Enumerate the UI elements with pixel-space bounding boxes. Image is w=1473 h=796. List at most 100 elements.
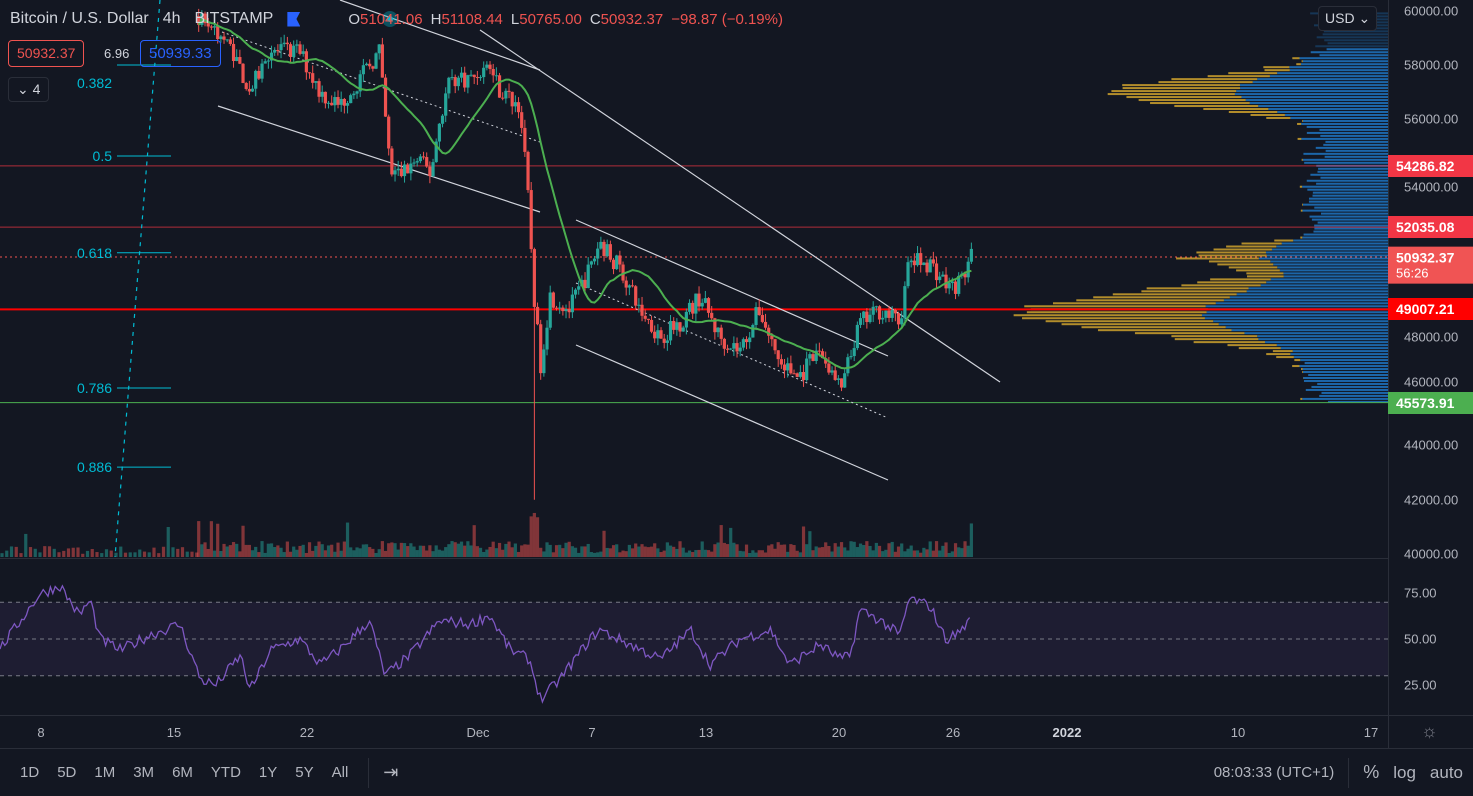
flag-icon[interactable] — [287, 11, 301, 27]
volume-bar — [732, 542, 736, 557]
volume-profile-bar — [1301, 60, 1303, 63]
range-button-3m[interactable]: 3M — [133, 764, 155, 781]
log-scale-toggle[interactable]: log — [1393, 762, 1416, 782]
candle-body — [235, 57, 239, 62]
volume-bar — [142, 551, 147, 557]
range-button-1d[interactable]: 1D — [20, 764, 40, 781]
channel-mid[interactable] — [575, 282, 889, 419]
candle-body — [599, 241, 603, 249]
candle-body — [678, 322, 682, 332]
trendline[interactable] — [339, 0, 541, 71]
clock[interactable]: 08:03:33 (UTC+1) — [1213, 764, 1335, 781]
volume-bar — [706, 550, 711, 557]
volume-profile-bar — [1229, 296, 1388, 299]
volume-profile-bar — [1294, 359, 1301, 362]
candle-body — [887, 310, 891, 318]
volume-bar — [748, 552, 752, 557]
symbol-name[interactable]: Bitcoin / U.S. Dollar — [10, 10, 149, 27]
buy-button[interactable]: 50939.33 — [140, 40, 221, 67]
volume-bar — [90, 549, 94, 557]
volume-profile-bar — [1308, 374, 1388, 377]
fib-level-label: 0.382 — [76, 75, 112, 91]
price-level-badge[interactable]: 45573.91 — [1388, 391, 1473, 414]
volume-bar — [687, 550, 692, 557]
range-button-6m[interactable]: 6M — [172, 764, 193, 781]
price-level-badge[interactable]: 54286.82 — [1388, 154, 1473, 177]
candle-body — [333, 97, 337, 106]
volume-profile-bar — [1319, 128, 1388, 131]
volume-profile-bar — [1303, 376, 1388, 379]
drawing-anchor[interactable] — [387, 16, 393, 22]
channel-lower[interactable] — [575, 344, 889, 481]
volume-bar — [909, 545, 913, 557]
price-tick-label: 44000.00 — [1404, 437, 1459, 453]
volume-profile-bar — [1311, 218, 1388, 221]
volume-profile-bar — [1296, 63, 1301, 66]
volume-bar — [950, 551, 954, 557]
pane-separator[interactable] — [0, 558, 1473, 559]
volume-profile-bar — [1196, 251, 1266, 254]
volume-profile-bar — [1300, 359, 1388, 362]
volume-profile-bar — [1299, 185, 1303, 188]
price-chart — [0, 0, 1388, 558]
percent-scale-toggle[interactable]: % — [1363, 762, 1380, 782]
range-button-ytd[interactable]: YTD — [210, 764, 241, 781]
candle-body — [820, 351, 825, 359]
volume-profile-bar — [1274, 239, 1294, 242]
volume-profile-bar — [1263, 66, 1290, 69]
trendline[interactable] — [479, 29, 1001, 383]
currency-selector[interactable]: USD ⌄ — [1318, 6, 1378, 31]
indicator-count: 4 — [32, 81, 41, 97]
price-tick-label: 58000.00 — [1404, 57, 1459, 73]
go-to-date-icon[interactable]: ⇥ — [383, 762, 399, 782]
candle-body — [339, 98, 343, 105]
volume-bar — [589, 552, 593, 557]
volume-profile-bar — [1320, 212, 1388, 215]
range-button-1y[interactable]: 1Y — [258, 764, 278, 781]
volume-bar — [634, 543, 638, 557]
fib-trendline[interactable] — [114, 0, 161, 558]
volume-profile-bar — [1316, 36, 1388, 39]
volume-bar — [621, 550, 625, 557]
sell-button[interactable]: 50932.37 — [8, 40, 85, 67]
volume-bar — [307, 542, 312, 557]
candle-body — [314, 81, 318, 83]
candle-body — [368, 63, 372, 67]
range-button-1m[interactable]: 1M — [94, 764, 116, 781]
interval[interactable]: 4h — [162, 10, 181, 27]
price-level-badge[interactable]: 49007.21 — [1388, 298, 1473, 321]
chart-settings-gear-icon[interactable]: ☼ — [1421, 721, 1438, 741]
volume-bar — [865, 541, 869, 557]
volume-bar — [222, 543, 226, 557]
volume-profile-bar — [1240, 87, 1388, 90]
range-button-all[interactable]: All — [331, 764, 349, 781]
candle-body — [741, 339, 745, 348]
rsi-pane[interactable] — [0, 560, 1388, 715]
channel-upper[interactable] — [575, 219, 889, 357]
volume-bar — [431, 551, 435, 557]
volume-bar — [326, 545, 331, 557]
fib-level-label: 0.618 — [76, 244, 112, 261]
indicators-collapse-button[interactable]: ⌄ 4 — [8, 77, 50, 102]
volume-profile-bar — [1303, 152, 1388, 155]
price-axis[interactable]: 60000.00 58000.00 56000.00 54000.00 48000.00… — [1388, 0, 1473, 715]
volume-profile-bar — [1292, 365, 1300, 368]
volume-bar — [754, 552, 758, 557]
volume-profile-bar — [1299, 365, 1388, 368]
candle-body — [776, 350, 780, 360]
candle-body — [722, 338, 726, 349]
range-button-5y[interactable]: 5Y — [295, 764, 314, 781]
auto-scale-toggle[interactable]: auto — [1429, 762, 1463, 782]
rsi-tick-label: 25.00 — [1404, 677, 1437, 693]
range-button-5d[interactable]: 5D — [57, 764, 77, 781]
candle-body — [482, 67, 486, 78]
volume-profile-bar — [1306, 179, 1388, 182]
price-pane[interactable] — [0, 0, 1388, 558]
price-level-badge[interactable]: 52035.08 — [1388, 216, 1473, 239]
price-level-badge[interactable]: 50932.37 56:26 — [1388, 246, 1473, 284]
volume-profile-bar — [1309, 215, 1388, 218]
volume-profile-bar — [1245, 99, 1388, 102]
channel-lower[interactable] — [217, 105, 541, 213]
volume-bar — [678, 541, 682, 557]
chart-legend: Bitcoin / U.S. Dollar 4h BITSTAMP O51041… — [10, 10, 783, 28]
